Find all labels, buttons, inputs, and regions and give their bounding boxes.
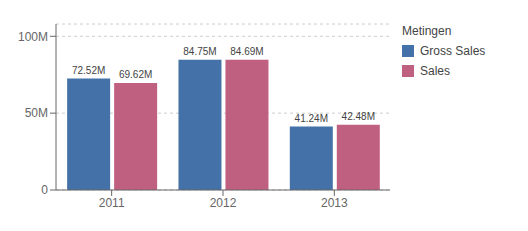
svg-text:69.62M: 69.62M	[119, 69, 152, 80]
html-text:Metingen: Metingen	[402, 24, 452, 38]
svg-text:100M: 100M	[18, 30, 48, 44]
svg-text:84.75M: 84.75M	[183, 46, 216, 57]
svg-text:42.48M: 42.48M	[342, 111, 375, 122]
svg-text:2011: 2011	[99, 196, 125, 210]
svg-text:0: 0	[41, 183, 48, 197]
html-text:Gross Sales: Gross Sales	[420, 44, 486, 58]
svg-text:50M: 50M	[25, 106, 48, 120]
svg-text:2013: 2013	[321, 196, 348, 210]
svg-text:2012: 2012	[210, 196, 237, 210]
svg-text:84.69M: 84.69M	[230, 46, 263, 57]
html-text:Sales: Sales	[420, 64, 450, 78]
svg-text:41.24M: 41.24M	[295, 113, 328, 124]
svg-text:72.52M: 72.52M	[72, 65, 105, 76]
